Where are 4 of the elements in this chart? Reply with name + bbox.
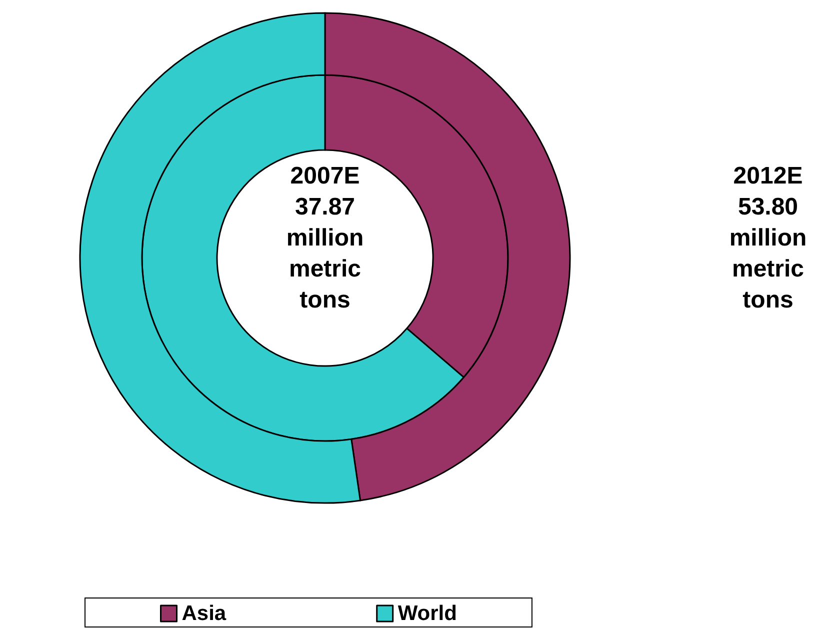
legend-label: Asia bbox=[182, 602, 226, 625]
text: 2012E 53.80 million metric tons bbox=[729, 162, 807, 314]
text: 2007E 37.87 million metric tons bbox=[286, 162, 364, 314]
legend-label: World bbox=[398, 602, 457, 625]
